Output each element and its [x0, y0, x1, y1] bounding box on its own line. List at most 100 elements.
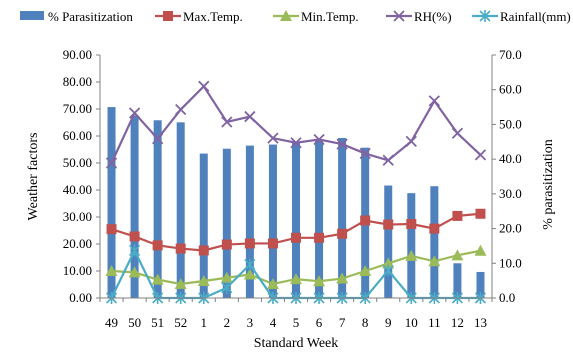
y-right-tick-label: 0.0	[499, 290, 515, 305]
point-max-temp	[244, 238, 255, 249]
point-rh	[428, 95, 440, 107]
legend-item-parasitization: % Parasitization	[20, 9, 133, 24]
bar-parasitization	[315, 139, 324, 298]
y-right-tick-label: 30.0	[499, 186, 522, 201]
y-right-tick-label: 20.0	[499, 221, 522, 236]
point-min-temp	[243, 268, 256, 280]
point-min-temp	[197, 274, 210, 286]
legend-label-max-temp: Max.Temp.	[183, 9, 243, 24]
point-max-temp	[291, 232, 301, 243]
x-tick-label: 10	[405, 315, 418, 330]
y-right-tick-label: 50.0	[499, 116, 522, 131]
x-tick-label: 8	[362, 315, 369, 330]
point-rh	[336, 138, 348, 150]
point-rh	[267, 132, 279, 144]
point-rh	[128, 107, 141, 119]
x-tick-label: 3	[247, 315, 254, 330]
x-tick-label: 11	[428, 315, 441, 330]
x-tick-label: 6	[316, 315, 323, 330]
x-tick-label: 52	[174, 315, 187, 330]
bar-parasitization	[430, 186, 439, 298]
point-max-temp	[452, 210, 463, 221]
point-rainfall-mm	[382, 264, 394, 277]
bar-parasitization	[407, 193, 416, 298]
point-rainfall-mm	[221, 281, 233, 294]
point-max-temp	[106, 224, 117, 235]
legend-marker-rh	[393, 10, 405, 22]
point-rainfall-mm	[244, 258, 256, 271]
legend-item-rh: RH(%)	[386, 9, 452, 24]
legend-label-rainfall-mm: Rainfall(mm)	[500, 9, 571, 24]
legend: % Parasitization Max.Temp. Min.Temp. RH(%) R…	[20, 9, 571, 24]
point-max-temp	[337, 228, 348, 239]
legend-marker-min-temp	[280, 10, 292, 21]
legend-label-rh: RH(%)	[414, 9, 452, 24]
y-right-tick-label: 40.0	[499, 151, 522, 166]
point-rh	[451, 127, 464, 139]
x-tick-label: 49	[105, 315, 118, 330]
legend-marker-max-temp	[163, 11, 173, 21]
point-min-temp	[151, 273, 164, 285]
point-max-temp	[429, 223, 440, 234]
legend-marker-rainfall-mm	[479, 10, 491, 22]
x-tick-label: 13	[474, 315, 487, 330]
bar-parasitization	[107, 107, 116, 298]
bar-parasitization	[153, 120, 162, 299]
bar-parasitization	[453, 263, 462, 298]
y-right-axis-title: % parasitization	[541, 139, 556, 230]
y-left-tick-label: 30.00	[63, 209, 92, 224]
point-rh	[382, 154, 394, 166]
point-rh	[244, 110, 256, 123]
point-min-temp	[105, 265, 118, 276]
bar-parasitization	[199, 153, 208, 298]
point-max-temp	[314, 232, 325, 243]
legend-label-min-temp: Min.Temp.	[301, 9, 359, 24]
x-tick-label: 4	[270, 315, 277, 330]
y-left-tick-label: 0.00	[69, 290, 92, 305]
x-tick-label: 5	[293, 315, 300, 330]
point-min-temp	[290, 273, 302, 285]
point-rh	[105, 157, 118, 169]
point-max-temp	[175, 243, 186, 254]
bar-parasitization	[476, 271, 485, 298]
point-rh	[175, 103, 187, 116]
point-rh	[405, 135, 417, 148]
y-left-tick-label: 70.00	[63, 101, 92, 116]
point-max-temp	[406, 219, 417, 230]
point-min-temp	[174, 277, 187, 289]
point-max-temp	[475, 208, 486, 219]
x-tick-label: 51	[151, 315, 164, 330]
y-left-tick-label: 90.00	[63, 47, 92, 62]
point-min-temp	[474, 244, 487, 256]
point-rainfall-mm	[129, 244, 141, 257]
point-rh	[152, 133, 164, 145]
line-series-max-temp	[106, 208, 486, 256]
point-rh	[290, 137, 302, 149]
legend-label-parasitization: % Parasitization	[48, 9, 133, 24]
point-min-temp	[405, 249, 418, 261]
bar-parasitization	[130, 115, 139, 298]
point-max-temp	[383, 219, 394, 230]
point-rh	[198, 80, 210, 92]
legend-item-rainfall-mm: Rainfall(mm)	[472, 9, 571, 24]
bar-parasitization	[384, 185, 393, 298]
point-min-temp	[336, 272, 349, 284]
bar-parasitization	[338, 137, 347, 298]
point-rh	[474, 149, 487, 161]
bar-parasitization	[222, 148, 231, 298]
point-min-temp	[359, 265, 372, 276]
y-left-tick-label: 10.00	[63, 263, 92, 278]
axes: 0.00 10.00 20.00 30.00 40.00 50.00 60.00 70.00 8…	[63, 47, 522, 330]
line-series-rh	[105, 80, 487, 169]
point-min-temp	[128, 266, 141, 278]
legend-item-min-temp: Min.Temp.	[273, 9, 359, 24]
point-rh	[313, 133, 325, 146]
point-rh	[221, 116, 233, 128]
point-min-temp	[266, 277, 279, 289]
y-left-axis-title: Weather factors	[26, 133, 41, 221]
legend-swatch-parasitization	[20, 11, 44, 20]
y-left-tick-label: 20.00	[63, 236, 92, 251]
point-max-temp	[152, 240, 163, 251]
y-left-tick-label: 40.00	[63, 182, 92, 197]
